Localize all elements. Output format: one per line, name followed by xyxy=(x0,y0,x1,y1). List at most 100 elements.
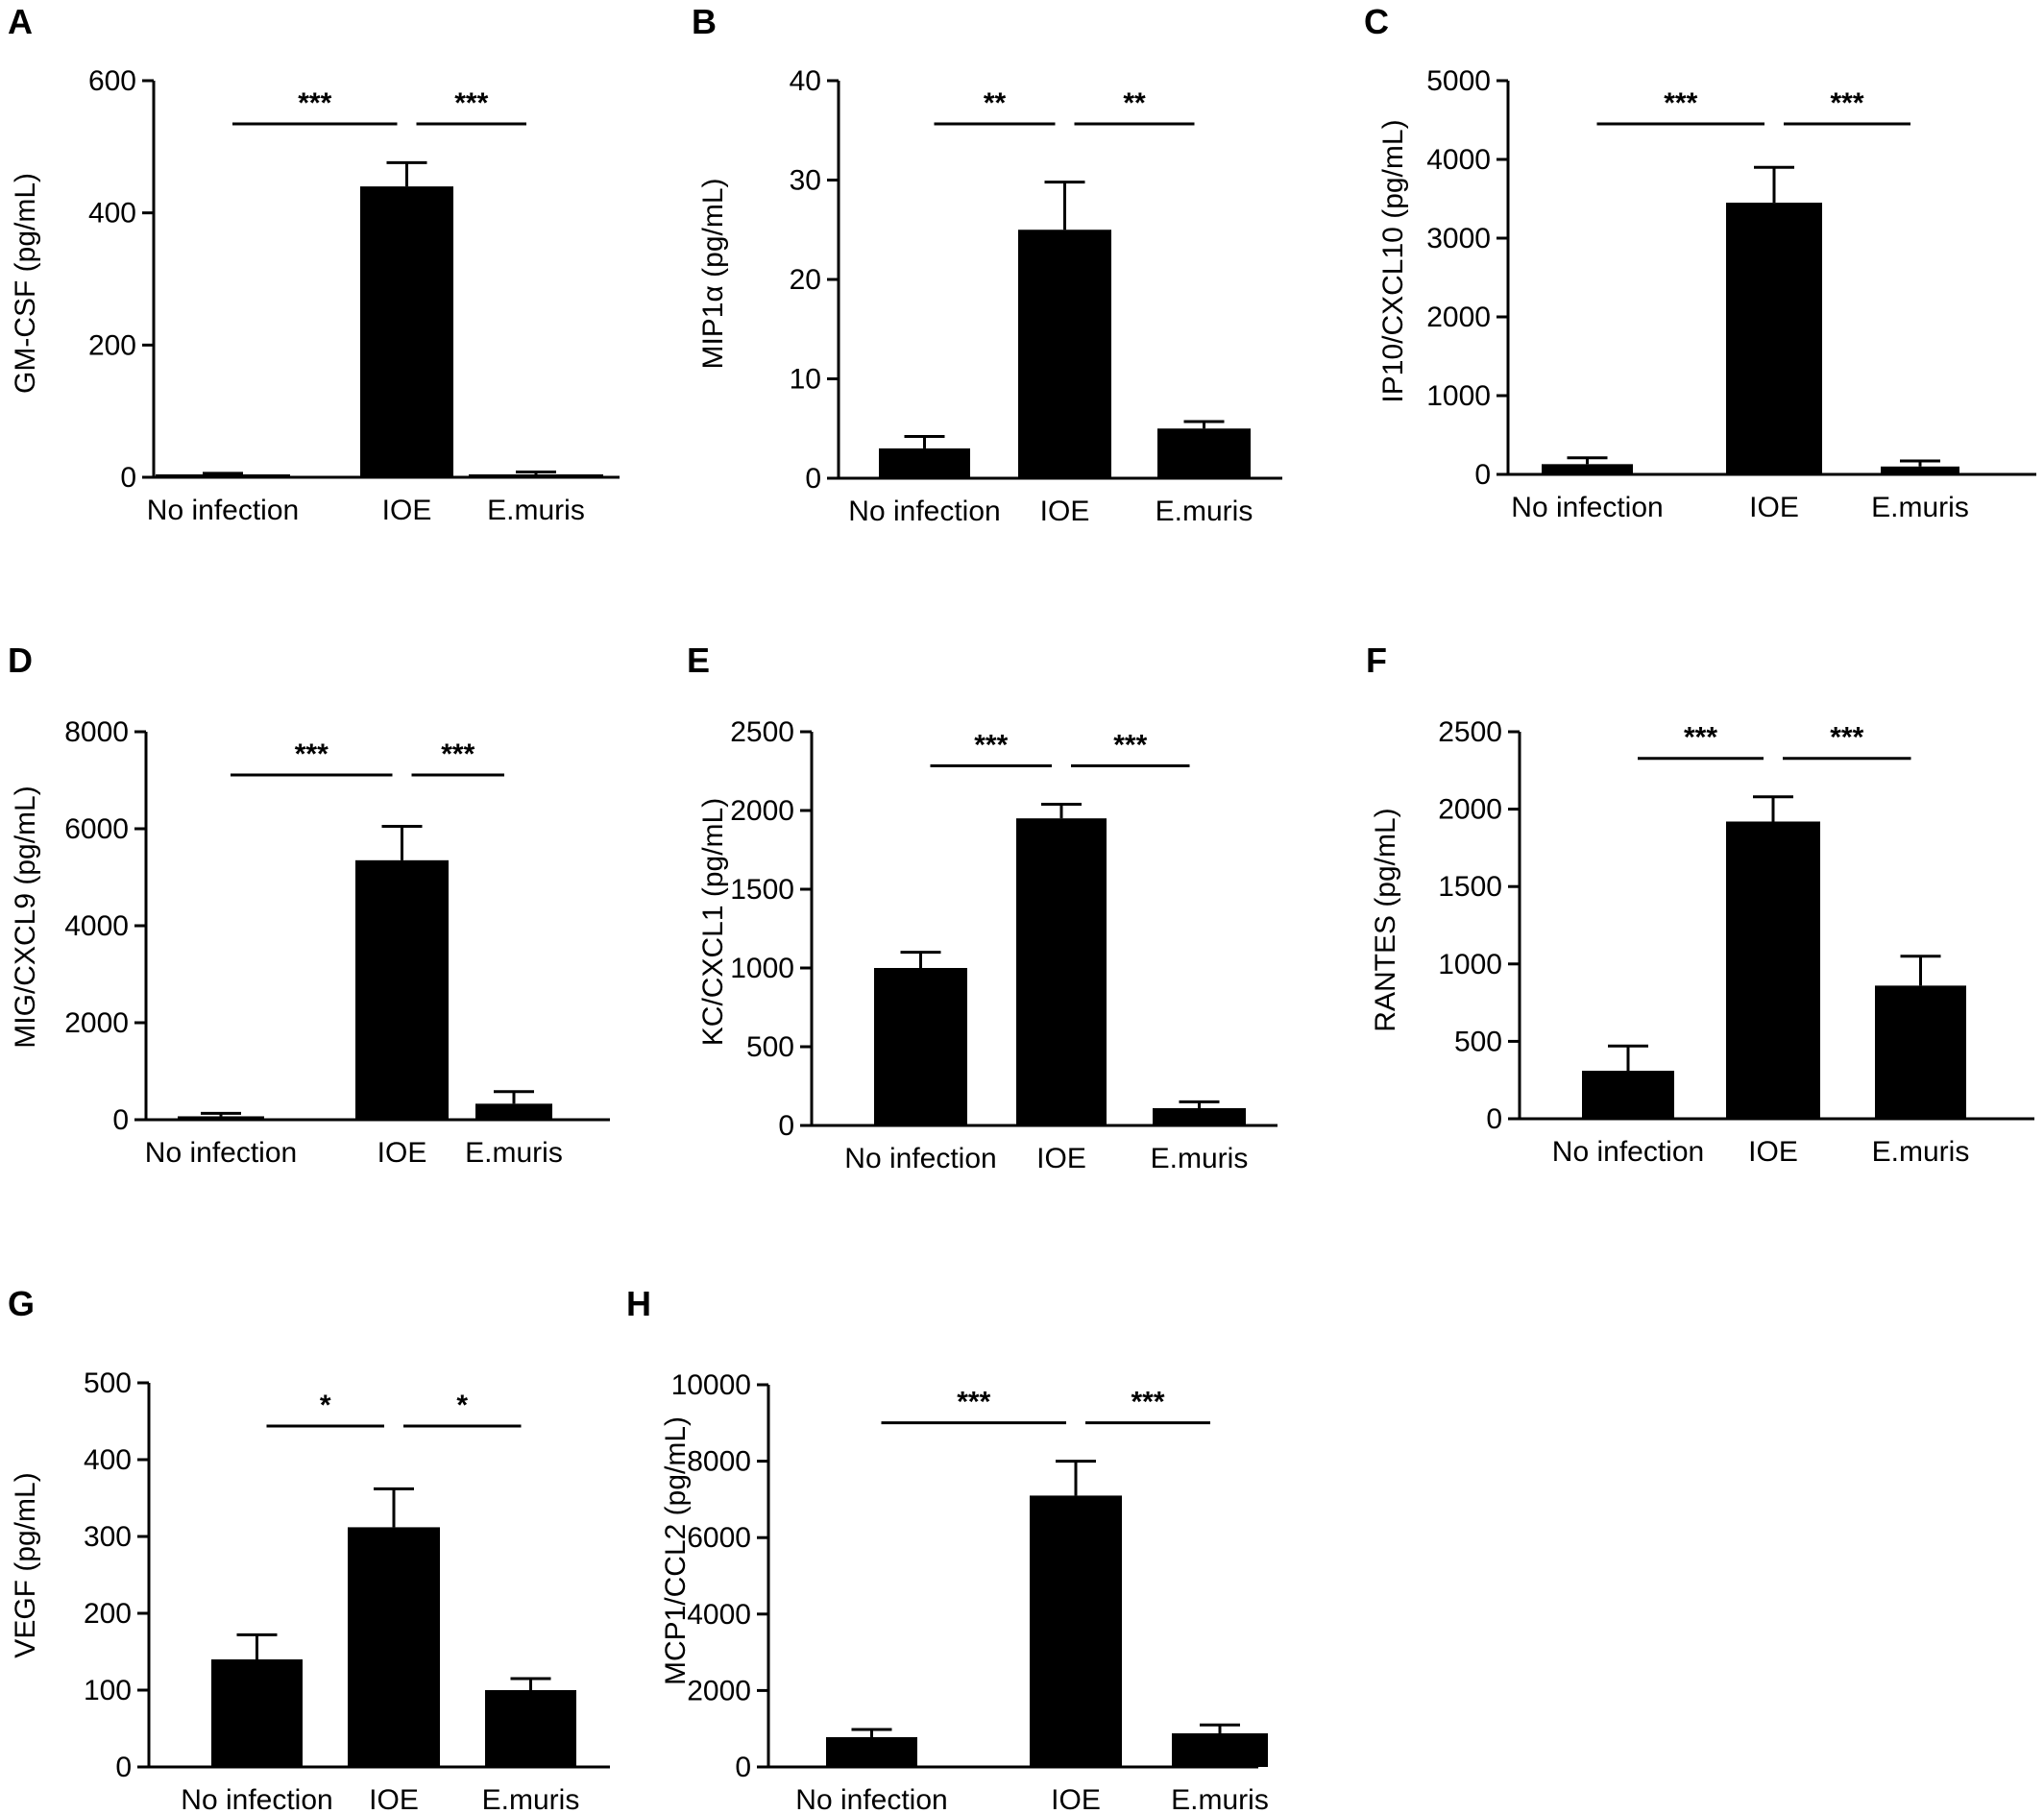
y-tick-label: 500 xyxy=(1454,1026,1502,1057)
y-tick-label: 4000 xyxy=(64,910,129,942)
bar xyxy=(826,1736,917,1767)
panel-letter: A xyxy=(8,2,33,41)
x-tick-label: E.muris xyxy=(1151,1143,1249,1174)
x-tick-label: IOE xyxy=(1036,1143,1086,1174)
significance-label: *** xyxy=(454,87,488,119)
x-tick-label: E.muris xyxy=(1156,496,1253,527)
panel-c: C IP10/CXCL10 (pg/mL) 0 1000 2000 3000 4000 500… xyxy=(1364,2,2036,523)
y-tick-label: 2500 xyxy=(730,716,794,748)
y-tick-label: 100 xyxy=(84,1675,132,1706)
bar xyxy=(1542,464,1633,474)
panel-letter: D xyxy=(8,641,33,680)
y-tick-label: 0 xyxy=(115,1752,132,1783)
y-tick-label: 2000 xyxy=(64,1007,129,1039)
y-tick-label: 0 xyxy=(1486,1103,1502,1135)
y-tick-label: 30 xyxy=(790,165,821,197)
significance-label: *** xyxy=(1113,729,1147,761)
y-axis-label: VEGF (pg/mL) xyxy=(10,1472,41,1657)
significance-label: *** xyxy=(974,729,1008,761)
x-tick-label: No infection xyxy=(795,1784,947,1814)
bar xyxy=(1018,230,1111,478)
y-tick-label: 200 xyxy=(88,329,136,361)
y-tick-label: 20 xyxy=(790,264,821,296)
y-axis-label: RANTES (pg/mL) xyxy=(1370,808,1401,1031)
significance-label: *** xyxy=(1664,87,1697,119)
y-tick-label: 10 xyxy=(790,364,821,396)
x-tick-label: IOE xyxy=(1749,492,1799,523)
x-tick-label: No infection xyxy=(844,1143,996,1174)
y-tick-label: 2500 xyxy=(1438,716,1502,748)
y-tick-label: 1000 xyxy=(1426,380,1491,412)
bar xyxy=(1881,466,1959,474)
bar xyxy=(1172,1732,1268,1767)
x-tick-label: IOE xyxy=(1748,1136,1798,1168)
x-tick-label: E.muris xyxy=(1872,1136,1970,1168)
significance-label: *** xyxy=(1830,87,1863,119)
significance-label: *** xyxy=(957,1387,990,1418)
bar xyxy=(211,1659,303,1767)
y-tick-label: 0 xyxy=(735,1752,751,1783)
significance-label: *** xyxy=(1684,722,1717,754)
y-tick-label: 1000 xyxy=(1438,949,1502,980)
y-tick-label: 200 xyxy=(84,1598,132,1630)
x-tick-label: IOE xyxy=(1040,496,1090,527)
y-tick-label: 1000 xyxy=(730,953,794,984)
panel-letter: F xyxy=(1366,641,1387,680)
bar xyxy=(348,1527,440,1767)
panel-e: E KC/CXCL1 (pg/mL) 0 500 1000 1500 2000 2500 No … xyxy=(687,641,1278,1174)
x-tick-label: No infection xyxy=(145,1137,297,1169)
x-tick-label: No infection xyxy=(1511,492,1663,523)
bar xyxy=(156,474,290,477)
y-axis-label: IP10/CXCL10 (pg/mL) xyxy=(1377,119,1409,402)
x-tick-label: E.muris xyxy=(1171,1784,1269,1814)
y-tick-label: 400 xyxy=(88,198,136,230)
y-tick-label: 0 xyxy=(120,462,136,494)
bar xyxy=(1030,1495,1122,1767)
y-tick-label: 0 xyxy=(112,1104,129,1136)
y-tick-label: 1500 xyxy=(1438,871,1502,903)
bar xyxy=(178,1116,264,1120)
significance-label: *** xyxy=(298,87,331,119)
x-tick-label: IOE xyxy=(1051,1784,1101,1814)
y-tick-label: 400 xyxy=(84,1444,132,1476)
y-axis-label: MCP1/CCL2 (pg/mL) xyxy=(660,1416,692,1685)
bar xyxy=(1153,1107,1246,1125)
bar xyxy=(1157,428,1251,478)
x-tick-label: E.muris xyxy=(482,1784,580,1814)
x-tick-label: No infection xyxy=(181,1784,332,1814)
x-tick-label: No infection xyxy=(147,495,299,526)
x-tick-label: IOE xyxy=(369,1784,419,1814)
y-tick-label: 2000 xyxy=(687,1675,751,1706)
y-axis-label: KC/CXCL1 (pg/mL) xyxy=(697,798,729,1046)
y-tick-label: 0 xyxy=(1474,459,1491,491)
bar xyxy=(360,186,453,477)
y-tick-label: 8000 xyxy=(64,716,129,748)
significance-label: ** xyxy=(984,87,1007,119)
x-tick-label: IOE xyxy=(382,495,432,526)
bar xyxy=(1582,1071,1674,1119)
bar xyxy=(879,447,970,478)
bar xyxy=(1726,821,1820,1119)
panel-f: F RANTES (pg/mL) 0 500 1000 1500 2000 2500 No in… xyxy=(1366,641,2034,1168)
bar xyxy=(1726,203,1822,474)
significance-label: *** xyxy=(1131,1387,1164,1418)
y-tick-label: 2000 xyxy=(1426,302,1491,333)
y-tick-label: 2000 xyxy=(730,795,794,827)
panel-a: A GM-CSF (pg/mL) 0 200 400 600 No infection IOE… xyxy=(8,2,620,526)
y-tick-label: 3000 xyxy=(1426,223,1491,254)
panel-b: B MIP1α (pg/mL) 0 10 20 30 40 No infection IOE E.… xyxy=(692,2,1282,527)
x-tick-label: E.muris xyxy=(487,495,585,526)
y-tick-label: 2000 xyxy=(1438,794,1502,826)
significance-label: *** xyxy=(441,738,474,770)
x-tick-label: E.muris xyxy=(465,1137,563,1169)
y-tick-label: 10000 xyxy=(671,1369,751,1401)
panel-letter: G xyxy=(8,1284,35,1323)
x-tick-label: E.muris xyxy=(1871,492,1969,523)
y-tick-label: 6000 xyxy=(687,1522,751,1554)
bar xyxy=(874,968,967,1125)
y-tick-label: 500 xyxy=(746,1031,794,1063)
panel-g: G VEGF (pg/mL) 0 100 200 300 400 500 No infectio… xyxy=(8,1284,610,1814)
y-axis-label: GM-CSF (pg/mL) xyxy=(10,173,41,394)
y-axis-label: MIG/CXCL9 (pg/mL) xyxy=(10,786,41,1048)
panel-h: H MCP1/CCL2 (pg/mL) 0 2000 4000 6000 8000 10000… xyxy=(626,1284,1269,1814)
